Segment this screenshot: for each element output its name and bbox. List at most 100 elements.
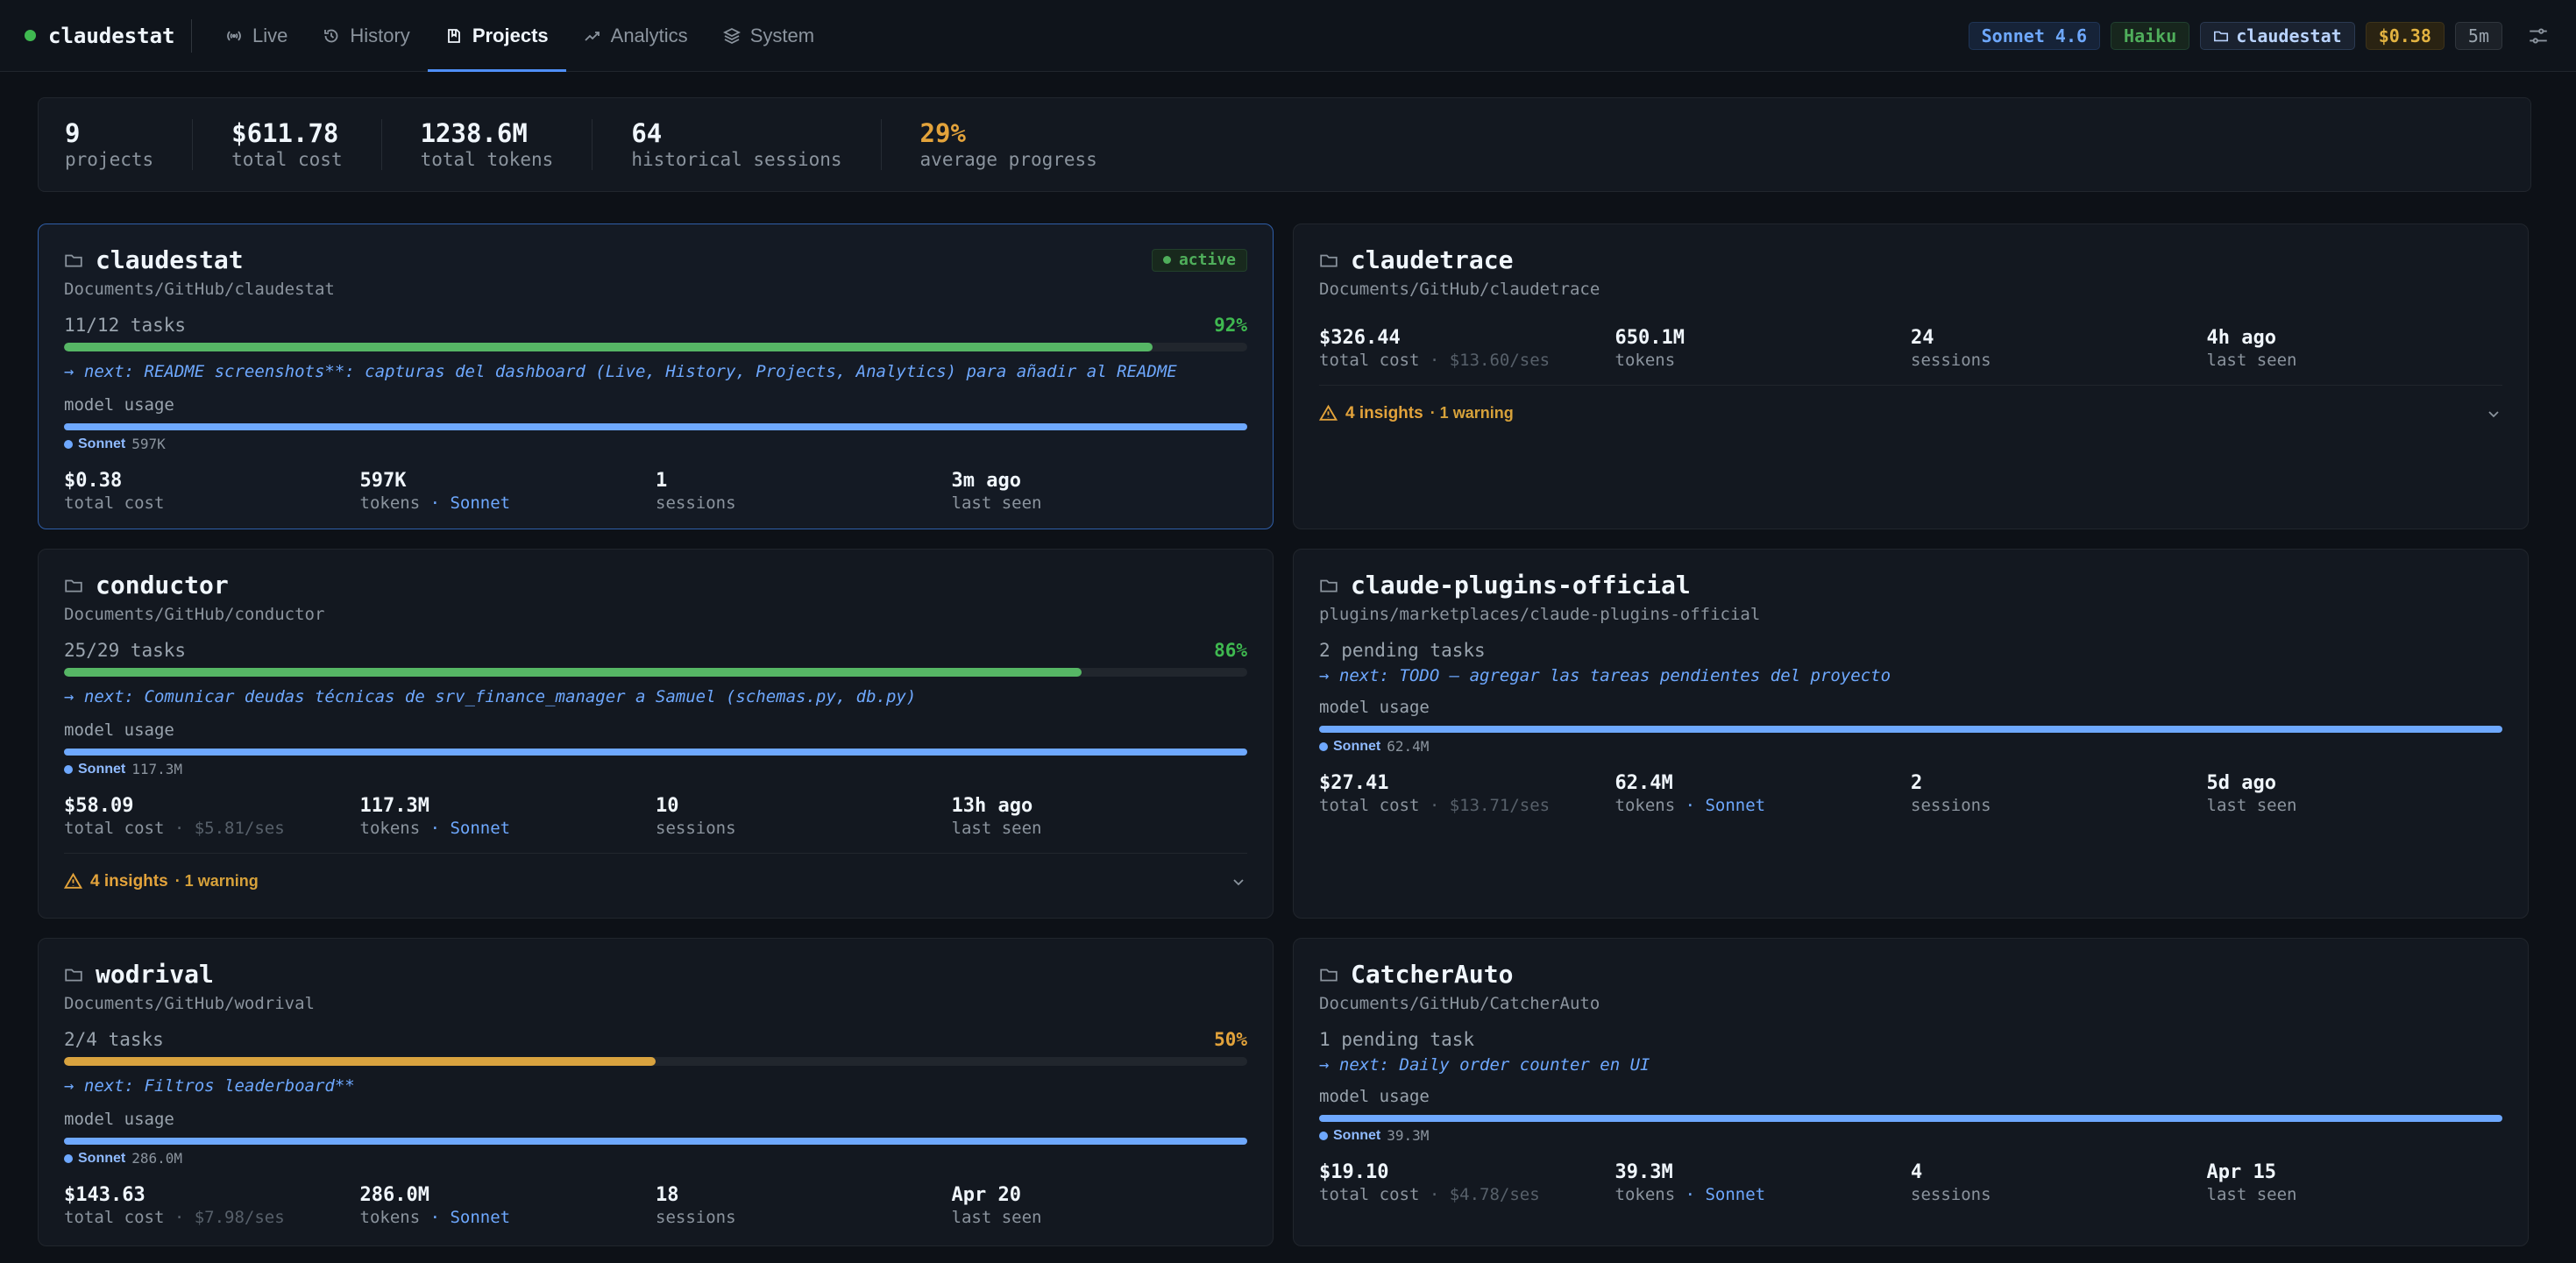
sessions-value: 10 bbox=[656, 795, 679, 817]
chevron-down-icon[interactable] bbox=[2485, 405, 2502, 422]
tab-projects[interactable]: Projects bbox=[427, 0, 566, 72]
model-usage-label: model usage bbox=[64, 720, 174, 740]
cost-label: total cost bbox=[1319, 351, 1420, 370]
model-pill[interactable]: Sonnet 4.6 bbox=[1968, 22, 2101, 50]
model-usage-label: model usage bbox=[1319, 698, 1430, 717]
sessions-label: sessions bbox=[1911, 1185, 1991, 1204]
folder-icon bbox=[1320, 254, 1338, 266]
insights-toggle[interactable]: 4 insights · 1 warning bbox=[64, 853, 1247, 909]
cost-value: $0.38 bbox=[64, 470, 123, 492]
tokens-model: · Sonnet bbox=[429, 819, 511, 838]
stat-total-cost: $611.78 total cost bbox=[231, 118, 382, 170]
cost-label: total cost bbox=[64, 1208, 165, 1227]
task-count: 25/29 tasks bbox=[64, 640, 187, 661]
project-metrics: $19.10 total cost · $4.78/ses 39.3M tokens… bbox=[1319, 1161, 2502, 1205]
sessions-value: 4 bbox=[1911, 1161, 1923, 1183]
project-card[interactable]: wodrival Documents/GitHub/wodrival 2/4 t… bbox=[38, 938, 1274, 1246]
tab-history[interactable]: History bbox=[305, 0, 427, 72]
tab-system[interactable]: System bbox=[706, 0, 832, 72]
legend-tokens: 117.3M bbox=[131, 761, 183, 777]
tokens-model: · Sonnet bbox=[429, 493, 511, 513]
model-usage-label: model usage bbox=[64, 395, 174, 415]
folder-icon bbox=[1320, 969, 1338, 981]
interval-pill[interactable]: 5m bbox=[2454, 22, 2502, 50]
task-count: 2/4 tasks bbox=[64, 1029, 164, 1050]
task-count: 11/12 tasks bbox=[64, 315, 187, 336]
model-usage-legend: Sonnet 39.3M bbox=[1319, 1127, 2502, 1144]
cost-value: $27.41 bbox=[1319, 772, 1389, 794]
last-seen-value: Apr 15 bbox=[2206, 1161, 2276, 1183]
cost-label: total cost bbox=[1319, 796, 1420, 815]
folder-icon bbox=[65, 579, 82, 592]
cost-pill[interactable]: $0.38 bbox=[2365, 22, 2445, 50]
model-usage-label: model usage bbox=[1319, 1087, 1430, 1106]
project-metrics: $27.41 total cost · $13.71/ses 62.4M token… bbox=[1319, 772, 2502, 816]
project-card[interactable]: claudestat active Documents/GitHub/claud… bbox=[38, 224, 1274, 529]
legend-model: Sonnet bbox=[78, 436, 126, 451]
project-pill[interactable]: claudestat bbox=[2200, 22, 2355, 50]
task-percent: 86% bbox=[1214, 640, 1247, 661]
insights-toggle[interactable]: 4 insights · 1 warning bbox=[1319, 385, 2502, 441]
last-seen-label: last seen bbox=[2206, 1185, 2297, 1204]
secondary-model-pill[interactable]: Haiku bbox=[2111, 22, 2190, 50]
project-card[interactable]: claudetrace Documents/GitHub/claudetrace… bbox=[1293, 224, 2529, 529]
next-task: → next: README screenshots**: capturas d… bbox=[64, 362, 1177, 381]
warning-icon bbox=[1319, 404, 1338, 421]
project-card[interactable]: claude-plugins-official plugins/marketpl… bbox=[1293, 549, 2529, 919]
tab-live[interactable]: Live bbox=[208, 0, 305, 72]
progress-fill bbox=[64, 1057, 656, 1066]
tab-label: Analytics bbox=[610, 24, 688, 46]
warnings-count: · 1 warning bbox=[1430, 404, 1514, 422]
model-usage-legend: Sonnet 597K bbox=[64, 436, 1247, 452]
project-name: claudestat bbox=[96, 245, 244, 274]
next-task: → next: Daily order counter en UI bbox=[1319, 1055, 1650, 1075]
tokens-value: 117.3M bbox=[359, 795, 429, 817]
task-percent: 50% bbox=[1214, 1029, 1247, 1050]
chevron-down-icon[interactable] bbox=[1230, 873, 1247, 890]
legend-dot-icon bbox=[1319, 741, 1328, 751]
history-icon bbox=[324, 29, 338, 42]
stat-sessions: 64 historical sessions bbox=[631, 118, 882, 170]
tokens-model: · Sonnet bbox=[1685, 1185, 1766, 1204]
project-name: claudetrace bbox=[1351, 245, 1514, 274]
legend-dot-icon bbox=[1319, 1131, 1328, 1140]
project-name: CatcherAuto bbox=[1351, 960, 1514, 989]
tokens-model: · Sonnet bbox=[429, 1208, 511, 1227]
cost-per-session: · $7.98/ses bbox=[174, 1208, 285, 1227]
insights-count: 4 insights bbox=[90, 871, 168, 890]
project-name: wodrival bbox=[96, 960, 214, 989]
sessions-value: 1 bbox=[656, 470, 668, 492]
tokens-label: tokens bbox=[1614, 796, 1676, 815]
legend-dot-icon bbox=[64, 764, 73, 774]
folder-icon bbox=[2214, 31, 2229, 42]
tokens-label: tokens bbox=[1614, 1185, 1676, 1204]
project-card[interactable]: conductor Documents/GitHub/conductor 25/… bbox=[38, 549, 1274, 919]
pulse-icon bbox=[227, 30, 241, 41]
book-icon bbox=[447, 28, 460, 43]
progress-fill bbox=[64, 668, 1082, 677]
status-pills: Sonnet 4.6 Haiku claudestat $0.38 5m bbox=[1958, 0, 2550, 72]
cost-label: total cost bbox=[1319, 1185, 1420, 1204]
legend-dot-icon bbox=[64, 439, 73, 449]
top-nav-bar: claudestat Live History Projects Analyti… bbox=[0, 0, 2576, 72]
legend-model: Sonnet bbox=[78, 761, 126, 777]
tab-analytics[interactable]: Analytics bbox=[566, 0, 706, 72]
project-path: Documents/GitHub/claudestat bbox=[64, 280, 335, 299]
cost-per-session: · $13.60/ses bbox=[1429, 351, 1551, 370]
tokens-value: 597K bbox=[359, 470, 407, 492]
sessions-value: 2 bbox=[1911, 772, 1923, 794]
cost-value: $19.10 bbox=[1319, 1161, 1389, 1183]
tab-label: History bbox=[350, 24, 410, 46]
warnings-count: · 1 warning bbox=[174, 872, 259, 890]
insights-count: 4 insights bbox=[1345, 403, 1423, 422]
project-card[interactable]: CatcherAuto Documents/GitHub/CatcherAuto… bbox=[1293, 938, 2529, 1246]
tokens-value: 62.4M bbox=[1614, 772, 1673, 794]
project-metrics: $0.38 total cost 597K tokens · Sonnet 1 ses… bbox=[64, 470, 1247, 514]
brand[interactable]: claudestat bbox=[0, 24, 191, 48]
legend-tokens: 597K bbox=[131, 436, 166, 452]
sliders-icon[interactable] bbox=[2527, 25, 2550, 47]
sessions-value: 18 bbox=[656, 1184, 679, 1206]
project-name: conductor bbox=[96, 571, 229, 600]
tab-label: Live bbox=[252, 24, 288, 46]
next-task: → next: Filtros leaderboard** bbox=[64, 1076, 355, 1096]
